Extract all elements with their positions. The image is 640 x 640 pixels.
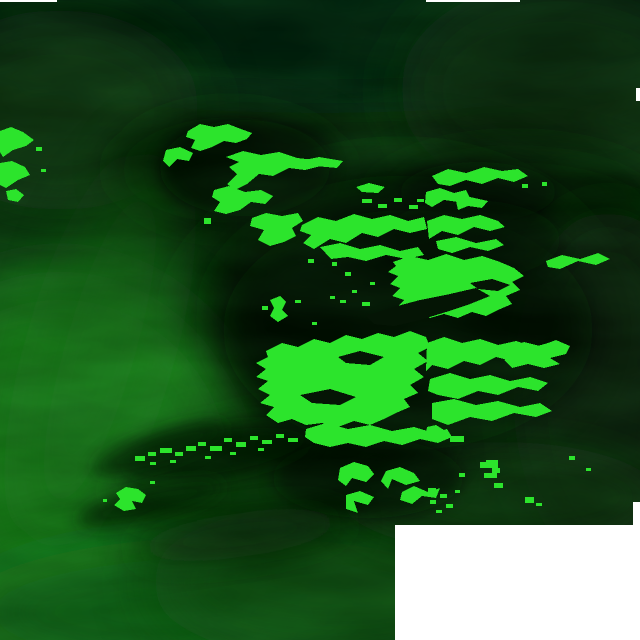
scene-svg — [0, 0, 640, 640]
scene-layers — [0, 0, 640, 640]
satellite-image-view — [0, 0, 640, 640]
